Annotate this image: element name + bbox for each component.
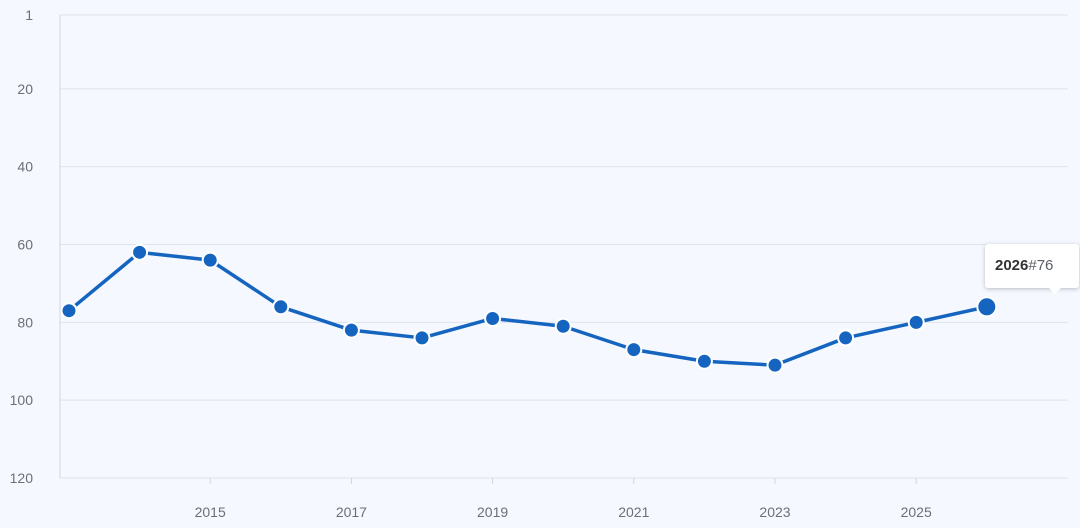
data-point-2020[interactable] xyxy=(554,317,572,335)
x-tick-label-2017: 2017 xyxy=(336,504,367,520)
grid-lines xyxy=(59,14,1068,484)
data-point-2015[interactable] xyxy=(201,251,219,269)
y-tick-label-120: 120 xyxy=(10,470,34,486)
data-point-2014[interactable] xyxy=(131,243,149,261)
x-tick-label-2019: 2019 xyxy=(477,504,508,520)
data-point-2026[interactable] xyxy=(976,296,998,318)
x-tick-label-2025: 2025 xyxy=(901,504,932,520)
x-tick-label-2015: 2015 xyxy=(195,504,226,520)
data-point-2019[interactable] xyxy=(484,309,502,327)
rank-series xyxy=(60,243,998,374)
data-point-2018[interactable] xyxy=(413,329,431,347)
data-point-2023[interactable] xyxy=(766,356,784,374)
data-point-2017[interactable] xyxy=(342,321,360,339)
data-point-2016[interactable] xyxy=(272,298,290,316)
tooltip-value: 76 xyxy=(1036,257,1054,274)
y-tick-label-1: 1 xyxy=(25,7,33,23)
tooltip-separator: # xyxy=(1028,257,1037,274)
series-line xyxy=(67,250,989,367)
data-point-2022[interactable] xyxy=(695,352,713,370)
y-tick-label-100: 100 xyxy=(10,392,34,408)
y-tick-label-60: 60 xyxy=(17,237,33,253)
tooltip-year: 2026 xyxy=(995,257,1029,274)
y-tick-label-40: 40 xyxy=(17,159,33,175)
data-point-2024[interactable] xyxy=(837,329,855,347)
x-axis-labels: 2015 2017 2019 2021 2023 2025 xyxy=(195,504,932,520)
y-tick-label-20: 20 xyxy=(17,81,33,97)
data-point-2013[interactable] xyxy=(60,302,78,320)
x-tick-label-2023: 2023 xyxy=(759,504,790,520)
x-tick-label-2021: 2021 xyxy=(618,504,649,520)
data-point-2025[interactable] xyxy=(907,313,925,331)
data-point-2021[interactable] xyxy=(625,341,643,359)
y-tick-label-80: 80 xyxy=(17,314,33,330)
point-tooltip: 2026#76 xyxy=(985,244,1079,294)
